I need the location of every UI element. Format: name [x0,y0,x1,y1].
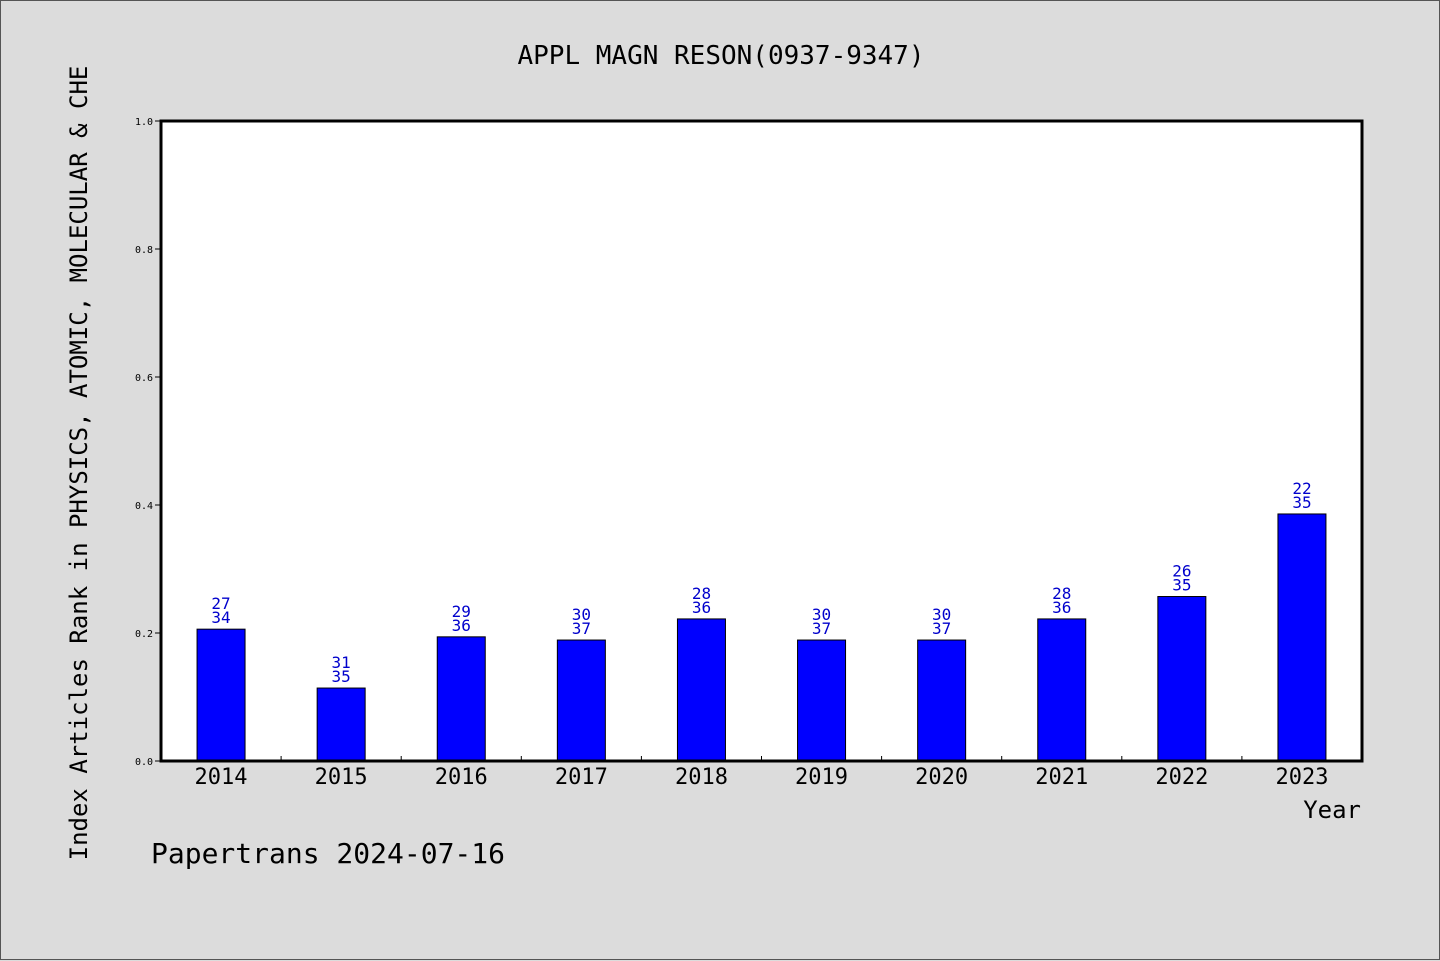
y-tick-label: 0.8 [135,245,153,256]
x-tick-label: 2016 [435,765,488,790]
bar-rank-label: 28 [1052,584,1071,603]
bar-2015 [316,687,366,762]
bar-total-label: 37 [572,619,591,638]
y-axis-label: Index Articles Rank in PHYSICS, ATOMIC, … [65,66,93,861]
bar-rank-label: 22 [1292,479,1311,498]
bar-2021 [1037,618,1087,762]
bar-total-label: 36 [692,598,711,617]
x-tick-label: 2021 [1035,765,1088,790]
bar-total-label: 35 [1172,576,1191,595]
bar-2018 [676,618,726,762]
x-tick-label: 2018 [675,765,728,790]
plot-border [159,119,1364,763]
bar-rank-label: 28 [692,584,711,603]
bar-2016 [436,636,486,762]
bar-total-label: 34 [211,608,230,627]
bar-total-label: 36 [1052,598,1071,617]
bar-2019 [797,639,847,762]
x-tick-label: 2019 [795,765,848,790]
chart-title: APPL MAGN RESON(0937-9347) [518,41,925,71]
x-tick-label: 2017 [555,765,608,790]
x-tick-label: 2020 [915,765,968,790]
footer-credit: Papertrans 2024-07-16 [151,837,505,870]
bar-rank-label: 31 [332,653,351,672]
bar-rank-label: 30 [932,605,951,624]
bar-total-label: 37 [812,619,831,638]
y-tick-label: 0.0 [135,757,153,768]
x-axis: 2014 2015 2016 2017 2018 2019 2020 2021 2022 2023 [195,756,1328,790]
bar-total-label: 36 [452,616,471,635]
x-tick-label: 2022 [1155,765,1208,790]
bar-total-label: 37 [932,619,951,638]
bar-2020 [917,639,967,762]
bar-rank-label: 27 [211,594,230,613]
y-tick-label: 0.2 [135,629,153,640]
x-tick-label: 2014 [195,765,248,790]
bar-rank-label: 30 [812,605,831,624]
y-tick-label: 0.4 [135,501,153,512]
bar-total-label: 35 [332,667,351,686]
bar-rank-label: 30 [572,605,591,624]
y-tick-label: 0.6 [135,373,153,384]
bar-rank-label: 26 [1172,562,1191,581]
bar-2022 [1157,596,1207,762]
y-tick-label: 1.0 [135,117,153,128]
bar-2014 [196,628,246,762]
bar-total-label: 35 [1292,493,1311,512]
bar-2017 [556,639,606,762]
bar-2023 [1277,513,1327,762]
bar-rank-label: 29 [452,602,471,621]
y-axis: 0.0 0.2 0.4 0.6 0.8 1.0 [135,117,161,768]
x-tick-label: 2023 [1275,765,1328,790]
x-axis-label: Year [1303,796,1361,824]
x-tick-label: 2015 [315,765,368,790]
